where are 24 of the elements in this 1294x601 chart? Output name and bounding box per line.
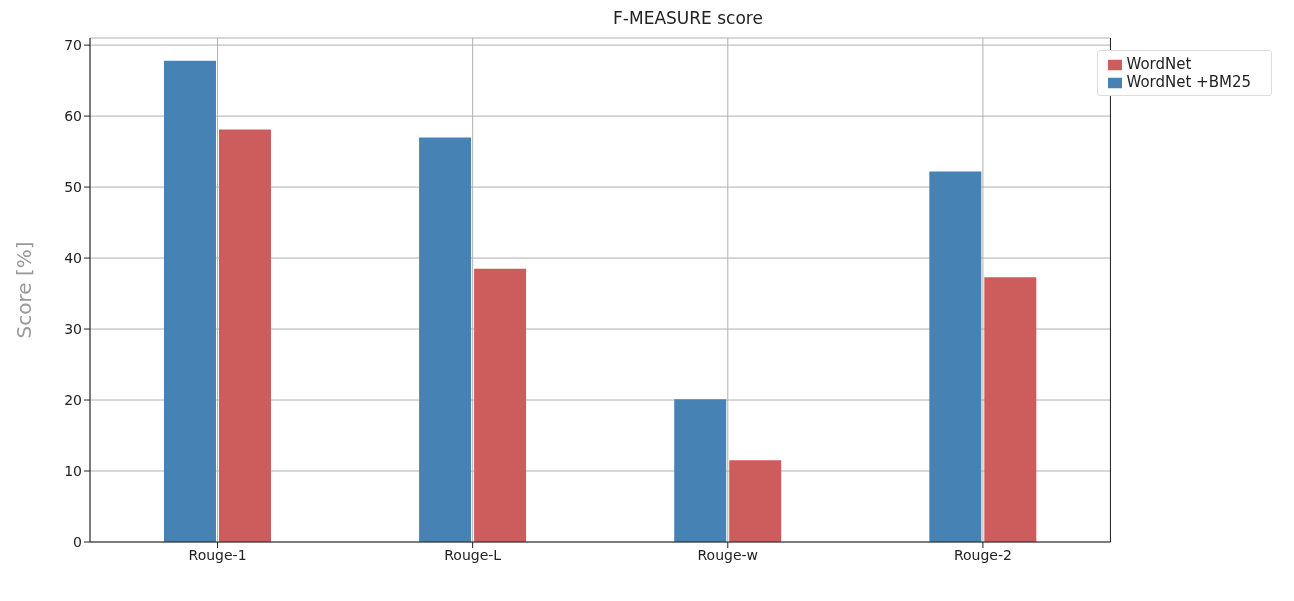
legend-label: WordNet [1126, 55, 1192, 73]
y-tick-label: 50 [64, 179, 82, 196]
y-tick-label: 70 [64, 37, 82, 54]
chart-title: F-MEASURE score [612, 8, 764, 28]
y-tick-label: 0 [73, 533, 82, 550]
y-tick-label: 10 [64, 462, 82, 479]
x-tick-label: Rouge-L [444, 546, 502, 563]
bar [218, 129, 271, 542]
bar [163, 60, 216, 542]
x-tick-label: Rouge-w [697, 546, 759, 563]
y-tick-label: 20 [64, 392, 82, 408]
x-tick-label: Rouge-2 [953, 546, 1012, 563]
y-tick-label: 30 [64, 321, 82, 338]
bar [984, 277, 1037, 542]
y-axis-title: Score [%] [12, 241, 37, 339]
bar [674, 399, 727, 542]
bar [474, 268, 527, 542]
bar [729, 460, 782, 542]
x-tick-label: Rouge-1 [188, 546, 247, 563]
bar [419, 137, 472, 542]
legend-label: WordNet +BM25 [1126, 73, 1251, 91]
y-tick-label: 40 [64, 250, 82, 267]
y-tick-label: 60 [64, 108, 82, 125]
bar [929, 171, 982, 542]
